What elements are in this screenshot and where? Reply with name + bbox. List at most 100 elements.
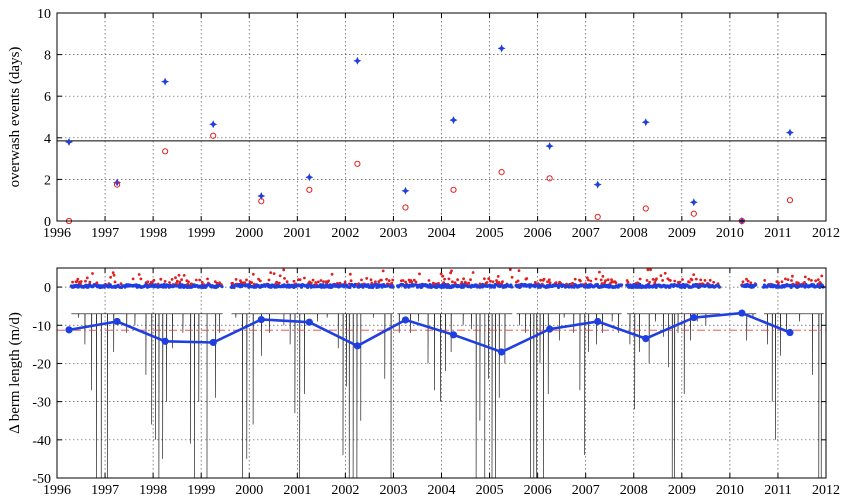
berm-top-red-marker (278, 274, 282, 278)
x-tick-label: 2002 (331, 226, 359, 241)
berm-top-red-marker (579, 279, 582, 283)
berm-top-red-marker (780, 280, 784, 284)
berm-top-red-marker (441, 274, 445, 278)
berm-top-red-marker (380, 278, 383, 282)
y-tick-label: 0 (44, 215, 51, 230)
y-tick-label: 4 (44, 132, 51, 147)
berm-top-red-marker (655, 277, 658, 281)
berm-top-red-marker (370, 281, 374, 285)
berm-top-red-marker (534, 280, 537, 284)
y-tick-label: 10 (37, 7, 51, 22)
berm-top-red-marker (483, 277, 486, 281)
overwash-star-point (689, 198, 698, 207)
berm-top-red-marker (548, 281, 552, 285)
berm-top-red-marker (810, 279, 813, 282)
berm-top-red-marker (763, 279, 767, 282)
berm-top-red-marker (79, 282, 82, 286)
berm-top-red-marker (681, 278, 684, 281)
berm-top-red-marker (152, 278, 156, 282)
berm-top-red-marker (547, 278, 551, 282)
berm-top-red-marker (797, 281, 800, 285)
berm-top-red-marker (694, 277, 698, 281)
berm-top-red-marker (437, 281, 440, 285)
berm-top-red-marker (112, 273, 116, 277)
berm-top-red-marker (803, 275, 807, 279)
berm-top-red-marker (471, 271, 475, 274)
berm-top-red-marker (79, 280, 83, 283)
berm-top-red-marker (816, 278, 820, 281)
x-tick-label: 2010 (716, 483, 744, 498)
overwash-circle-point (113, 181, 121, 188)
berm-top-red-marker (741, 280, 745, 284)
berm-top-red-marker (594, 277, 598, 281)
y-tick-label: 2 (44, 173, 51, 188)
berm-top-red-marker (348, 272, 352, 276)
overwash-star-point (161, 77, 170, 86)
berm-top-red-marker (496, 275, 500, 278)
berm-top-red-marker (365, 277, 369, 280)
daily-berm-line (627, 313, 721, 479)
berm-top-red-marker (88, 280, 92, 284)
berm-panel: 1996 1997 1998 1999 2000 2001 2002 2003 2004 2005… (7, 267, 840, 498)
berm-top-red-marker (200, 281, 204, 284)
berm-top-red-marker (194, 278, 198, 282)
berm-top-red-marker (410, 280, 414, 284)
berm-top-red-marker (626, 280, 630, 284)
berm-top-red-marker (585, 276, 589, 280)
berm-top-red-marker (539, 278, 542, 282)
berm-top-red-marker (272, 272, 276, 275)
overwash-star-point (305, 173, 314, 182)
berm-top-red-marker (469, 278, 472, 282)
berm-top-red-marker (638, 277, 642, 281)
berm-ticks (56, 268, 827, 479)
berm-top-red-marker (139, 277, 143, 281)
berm-top-red-marker (443, 277, 446, 281)
y-tick-label: 8 (44, 49, 51, 64)
berm-top-red-marker (84, 279, 87, 283)
berm-top-red-marker (690, 278, 694, 282)
berm-top-red-marker (85, 276, 89, 280)
annual-mean-line (68, 311, 791, 354)
overwash-x-tick-labels: 1996 1997 1998 1999 2000 2001 2002 2003 2004 2005… (43, 226, 840, 241)
annual-mean-point (65, 326, 73, 334)
berm-top-red-marker (708, 278, 712, 282)
x-tick-label: 2012 (812, 483, 840, 498)
berm-top-red-marker (76, 277, 80, 281)
overwash-circle-point (690, 210, 697, 217)
berm-top-red-marker (614, 281, 618, 285)
berm-top-red-marker (316, 280, 320, 284)
overwash-star-point (257, 192, 266, 200)
berm-x-tick-labels: 1996 1997 1998 1999 2000 2001 2002 2003 2004 2005… (43, 483, 840, 498)
berm-top-red-marker (786, 278, 790, 281)
berm-top-red-marker (206, 277, 209, 281)
berm-top-red-marker (245, 278, 248, 282)
berm-top-blue-marker (510, 285, 514, 289)
annual-mean-point (497, 348, 506, 356)
berm-top-blue-marker (789, 285, 793, 289)
berm-top-red-marker (390, 281, 394, 285)
x-tick-label: 2006 (524, 226, 552, 241)
x-tick-label: 1996 (43, 226, 71, 241)
berm-top-red-marker (604, 279, 607, 283)
x-tick-label: 2002 (331, 483, 359, 498)
berm-daily-series (71, 313, 824, 479)
berm-top-red-marker (178, 280, 182, 284)
berm-y-axis-label: Δ berm length (m/d) (7, 312, 23, 434)
overwash-star-point (353, 56, 362, 65)
berm-top-red-marker (314, 281, 318, 284)
berm-top-blue-marker (391, 285, 395, 289)
overwash-circle-point (210, 132, 217, 139)
overwash-circle-point (450, 186, 457, 193)
x-tick-label: 2008 (620, 226, 648, 241)
overwash-star-point (449, 116, 458, 125)
y-tick-label: -10 (32, 319, 51, 334)
berm-top-red-marker (401, 279, 405, 282)
overwash-star-point (593, 180, 602, 189)
x-tick-label: 1998 (139, 226, 167, 241)
berm-top-red-marker (516, 279, 520, 283)
berm-top-red-marker (374, 280, 377, 284)
berm-top-red-marker (659, 274, 663, 277)
berm-top-red-marker (213, 280, 217, 283)
overwash-y-tick-labels: 0 2 4 6 8 10 (37, 7, 51, 230)
berm-top-red-marker (508, 268, 512, 271)
